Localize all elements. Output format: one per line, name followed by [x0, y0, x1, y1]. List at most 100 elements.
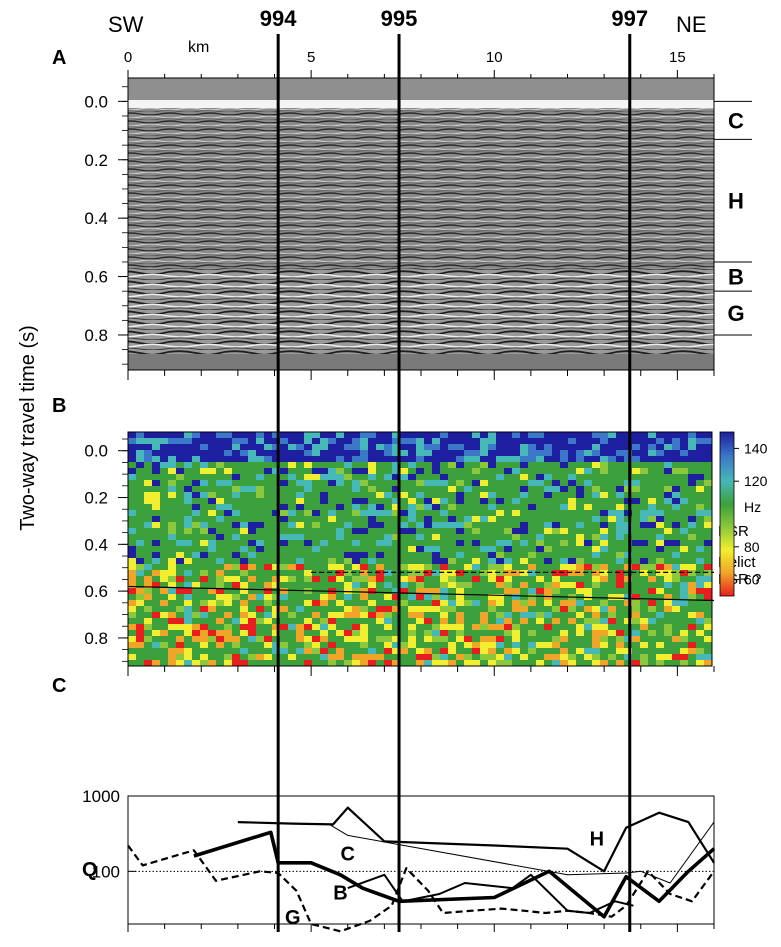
- frequency-cell: [664, 540, 672, 546]
- x-tick-label-10: 10: [486, 49, 503, 66]
- frequency-cell: [192, 444, 200, 450]
- frequency-cell: [416, 432, 424, 438]
- frequency-cell: [328, 516, 336, 522]
- frequency-cell: [408, 450, 416, 456]
- frequency-cell: [496, 498, 504, 504]
- frequency-cell: [440, 600, 448, 606]
- frequency-cell: [296, 522, 304, 528]
- frequency-cell: [432, 552, 440, 558]
- frequency-cell: [168, 624, 176, 630]
- frequency-cell: [520, 612, 528, 618]
- frequency-cell: [288, 624, 296, 630]
- frequency-cell: [200, 432, 208, 438]
- frequency-cell: [632, 612, 640, 618]
- site-labels: 994 995 997: [260, 6, 648, 31]
- frequency-cell: [344, 558, 352, 564]
- frequency-cell: [688, 516, 696, 522]
- frequency-cell: [704, 594, 712, 600]
- frequency-cell: [200, 462, 208, 468]
- frequency-cell: [264, 636, 272, 642]
- frequency-cell: [328, 618, 336, 624]
- frequency-cell: [312, 432, 320, 438]
- frequency-cell: [144, 618, 152, 624]
- frequency-cell: [360, 510, 368, 516]
- frequency-cell: [240, 546, 248, 552]
- frequency-cell: [368, 510, 376, 516]
- frequency-cell: [408, 630, 416, 636]
- frequency-cell: [320, 648, 328, 654]
- frequency-cell: [496, 474, 504, 480]
- frequency-cell: [304, 576, 312, 582]
- frequency-cell: [200, 528, 208, 534]
- frequency-cell: [528, 564, 536, 570]
- frequency-cell: [216, 534, 224, 540]
- frequency-cell: [544, 528, 552, 534]
- frequency-cell: [144, 606, 152, 612]
- frequency-cell: [232, 552, 240, 558]
- frequency-cell: [368, 582, 376, 588]
- frequency-cell: [216, 630, 224, 636]
- frequency-cell: [640, 558, 648, 564]
- frequency-cell: [632, 600, 640, 606]
- frequency-cell: [536, 546, 544, 552]
- frequency-cell: [592, 636, 600, 642]
- frequency-cell: [288, 456, 296, 462]
- frequency-cell: [384, 606, 392, 612]
- frequency-cell: [592, 432, 600, 438]
- frequency-cell: [624, 552, 632, 558]
- frequency-cell: [472, 432, 480, 438]
- frequency-cell: [384, 510, 392, 516]
- frequency-cell: [512, 444, 520, 450]
- panel-b-y-tick-label: 0.2: [84, 489, 108, 508]
- frequency-cell: [360, 438, 368, 444]
- frequency-cell: [248, 654, 256, 660]
- frequency-cell: [576, 432, 584, 438]
- frequency-cell: [680, 528, 688, 534]
- frequency-cell: [592, 618, 600, 624]
- frequency-cell: [504, 582, 512, 588]
- frequency-cell: [184, 492, 192, 498]
- frequency-cell: [128, 570, 136, 576]
- frequency-cell: [296, 432, 304, 438]
- frequency-cell: [176, 606, 184, 612]
- frequency-cell: [384, 612, 392, 618]
- panel-a-y-tick-label: 0.8: [84, 326, 108, 345]
- frequency-cell: [368, 486, 376, 492]
- frequency-cell: [576, 486, 584, 492]
- frequency-cell: [368, 522, 376, 528]
- frequency-cell: [632, 618, 640, 624]
- frequency-cell: [592, 648, 600, 654]
- frequency-cell: [200, 600, 208, 606]
- frequency-cell: [128, 438, 136, 444]
- frequency-cell: [176, 474, 184, 480]
- frequency-cell: [152, 468, 160, 474]
- frequency-cell: [672, 522, 680, 528]
- frequency-cell: [432, 480, 440, 486]
- frequency-cell: [672, 564, 680, 570]
- frequency-cell: [512, 468, 520, 474]
- frequency-cell: [136, 588, 144, 594]
- frequency-cell: [584, 438, 592, 444]
- frequency-cell: [640, 468, 648, 474]
- frequency-cell: [352, 606, 360, 612]
- frequency-cell: [616, 510, 624, 516]
- frequency-cell: [352, 660, 360, 666]
- frequency-cell: [488, 546, 496, 552]
- frequency-cell: [272, 624, 280, 630]
- frequency-cell: [328, 660, 336, 666]
- frequency-cell: [304, 480, 312, 486]
- frequency-cell: [480, 648, 488, 654]
- frequency-cell: [520, 618, 528, 624]
- frequency-cell: [616, 456, 624, 462]
- frequency-cell: [696, 450, 704, 456]
- q-series-label-B: B: [333, 883, 347, 905]
- frequency-cell: [448, 450, 456, 456]
- frequency-cell: [488, 552, 496, 558]
- frequency-cell: [184, 648, 192, 654]
- frequency-cell: [696, 438, 704, 444]
- frequency-cell: [688, 480, 696, 486]
- frequency-cell: [224, 450, 232, 456]
- frequency-cell: [600, 462, 608, 468]
- frequency-cell: [424, 438, 432, 444]
